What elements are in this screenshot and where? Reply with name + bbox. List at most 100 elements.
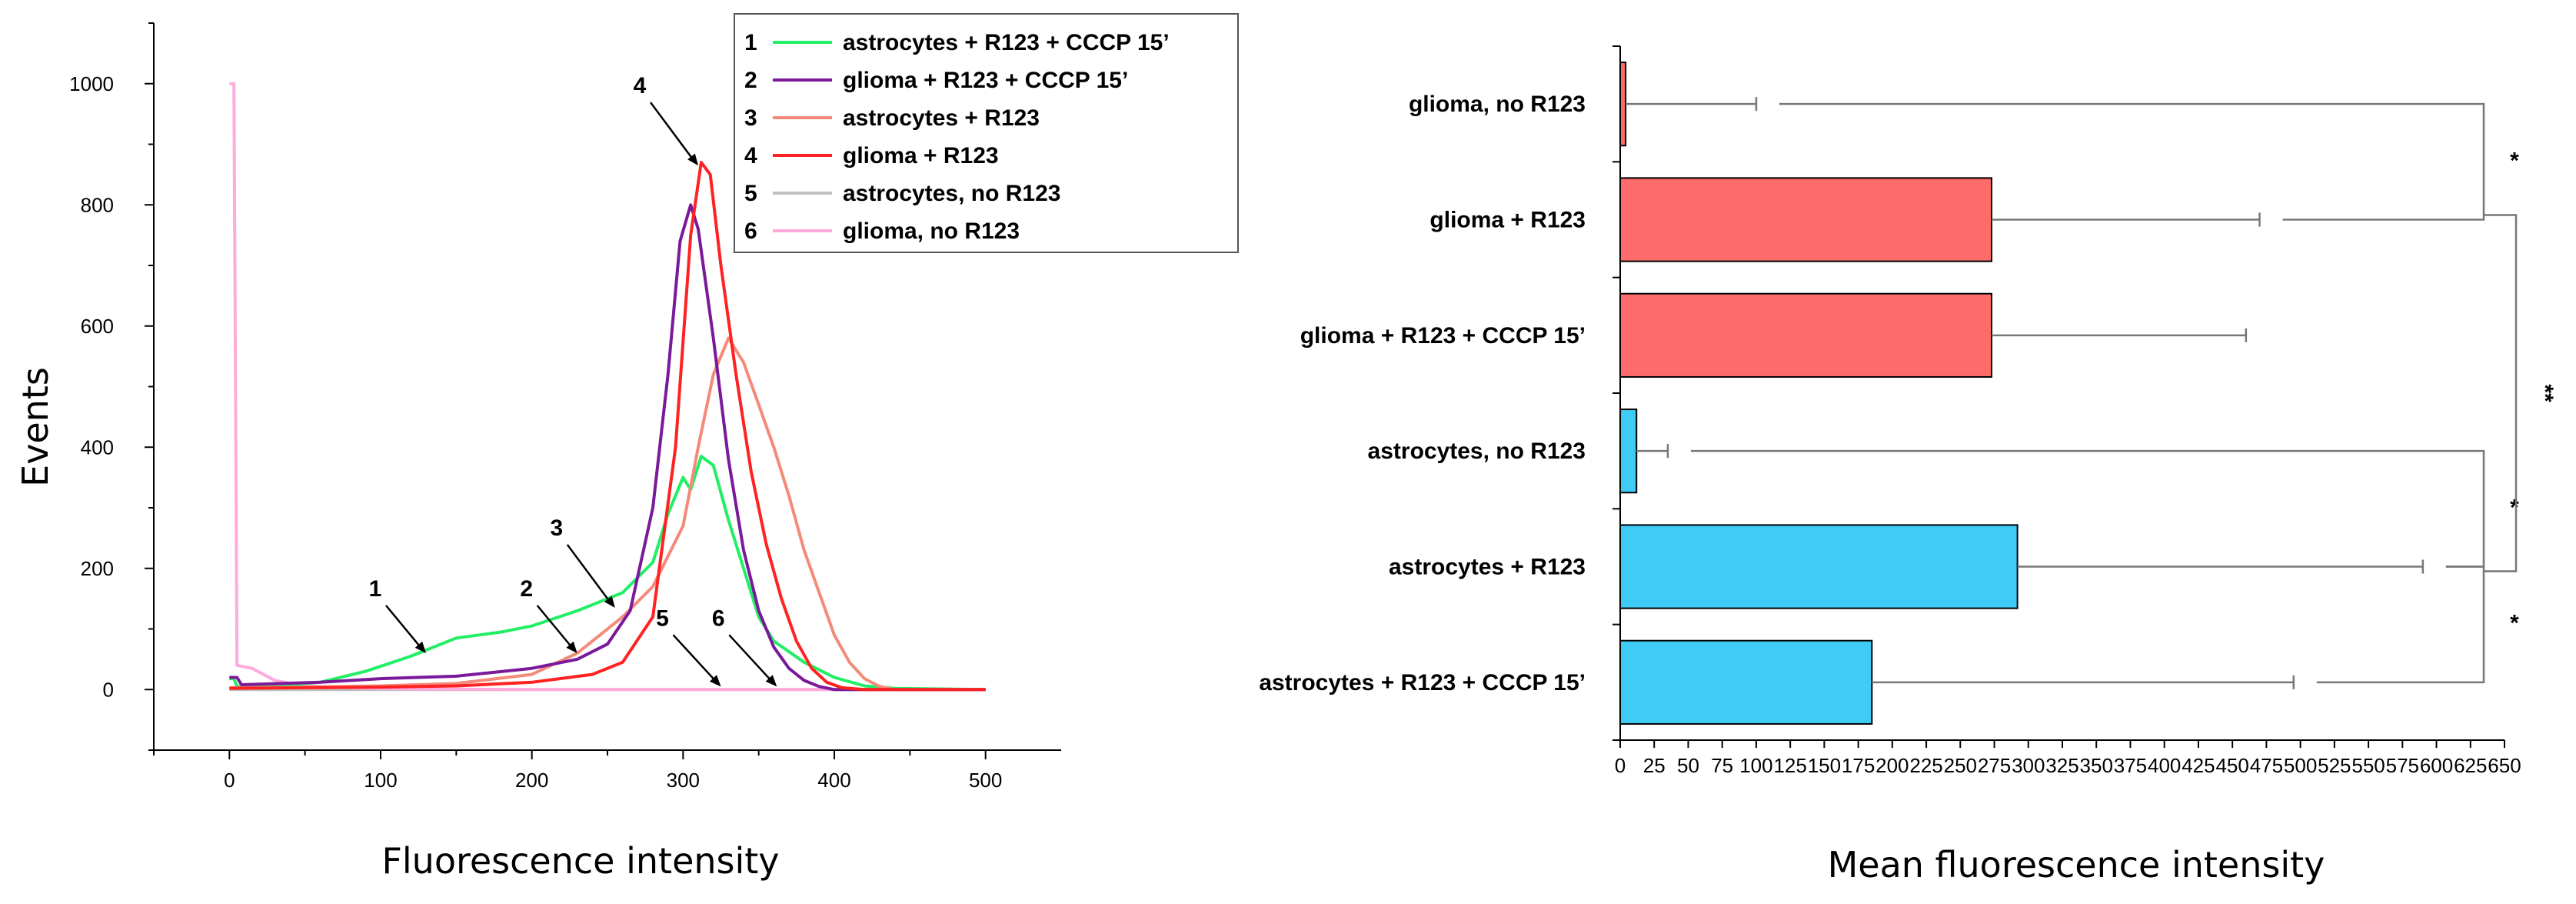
bar-chart-x-tick-label: 350 xyxy=(2080,754,2113,777)
bar-chart-x-tick-label: 175 xyxy=(1842,754,1875,777)
bar-chart-x-tick-label: 650 xyxy=(2488,754,2521,777)
curve-arrow-line xyxy=(649,102,697,163)
histogram-series xyxy=(229,82,986,692)
bar-chart-x-tick-label: 0 xyxy=(1615,754,1626,777)
bar-chart-x-tick-label: 250 xyxy=(1944,754,1977,777)
histogram-x-tick-label: 300 xyxy=(667,769,700,792)
bar-category-label: astrocytes + R123 xyxy=(1389,555,1586,580)
histogram-legend: 1 astrocytes + R123 + CCCP 15’ 2 glioma + R… xyxy=(734,13,1239,253)
bar-category-label: glioma + R123 xyxy=(1429,208,1586,233)
histogram-x-tick-label: 400 xyxy=(817,769,850,792)
bar-chart: 0 25 50 75 100 125 150 175 200 225 250 275 300 325 350… xyxy=(1259,45,2558,886)
curve-label-2: 2 xyxy=(520,576,533,602)
histogram-y-tick-label: 400 xyxy=(81,435,114,459)
histogram-annotations: 1 2 3 4 5 6 xyxy=(369,73,777,687)
histogram-series-line-1 xyxy=(229,455,986,692)
significance-bracket xyxy=(1779,102,2485,221)
curve-arrow-line xyxy=(536,605,575,651)
curve-arrow-head xyxy=(687,153,698,166)
significance-marker: * xyxy=(2510,611,2519,636)
curve-label-6: 6 xyxy=(712,605,725,631)
histogram-series-line-2 xyxy=(229,203,986,692)
bar-chart-x-tick-label: 550 xyxy=(2351,754,2385,777)
curve-arrow-line xyxy=(385,605,424,651)
bar-chart-x-tick-label: 400 xyxy=(2148,754,2181,777)
bar-chart-x-tick-label: 625 xyxy=(2454,754,2487,777)
legend-label-4: glioma + R123 xyxy=(843,143,999,168)
bar-chart-significance: ***** xyxy=(1690,102,2558,684)
curve-arrow-line xyxy=(672,634,719,685)
bar-chart-x-tick-label: 200 xyxy=(1875,754,1909,777)
curve-arrow-head xyxy=(604,595,615,608)
bar-chart-x-tick-label: 325 xyxy=(2045,754,2078,777)
bar-chart-x-tick-label: 150 xyxy=(1808,754,1841,777)
histogram-series-line-4 xyxy=(229,161,986,692)
histogram-y-tick-label: 600 xyxy=(81,315,114,338)
curve-arrow-head xyxy=(414,641,426,653)
legend-label-5: astrocytes, no R123 xyxy=(843,181,1060,206)
bar-chart-x-tick-label: 300 xyxy=(2012,754,2045,777)
legend-label-6: glioma, no R123 xyxy=(843,218,1020,244)
bar-chart-x-tick-label: 225 xyxy=(1909,754,1942,777)
bar-chart-x-tick-label: 475 xyxy=(2250,754,2283,777)
significance-marker: * xyxy=(2510,495,2519,520)
bar-chart-x-tick-label: 100 xyxy=(1739,754,1772,777)
curve-label-3: 3 xyxy=(550,515,563,541)
curve-label-5: 5 xyxy=(656,605,669,631)
histogram-y-tick-label: 1000 xyxy=(69,72,114,95)
histogram-x-tick-label: 0 xyxy=(224,769,235,792)
legend-number-2: 2 xyxy=(744,68,757,93)
bar-chart-x-tick-label: 25 xyxy=(1643,754,1666,777)
bar-chart-x-tick-label: 275 xyxy=(1978,754,2011,777)
legend-label-2: glioma + R123 + CCCP 15’ xyxy=(843,68,1128,93)
curve-arrow-line xyxy=(728,634,775,685)
bar xyxy=(1619,524,2019,609)
histogram-axes: 0 100 200 300 400 500 0 200 400 600 800 1000 xyxy=(69,22,1061,792)
curve-arrow-head xyxy=(709,675,721,687)
bar xyxy=(1619,409,1638,494)
histogram-x-tick-label: 200 xyxy=(515,769,548,792)
significance-marker: ** xyxy=(2532,384,2558,402)
curve-label-1: 1 xyxy=(369,576,382,602)
bar-chart-x-tick-label: 575 xyxy=(2386,754,2419,777)
bar xyxy=(1619,292,1992,378)
histogram-y-tick-label: 0 xyxy=(103,678,114,701)
histogram-x-axis-title: Fluorescence intensity xyxy=(381,840,779,882)
significance-bracket xyxy=(2316,565,2485,684)
bar-category-label: glioma, no R123 xyxy=(1409,92,1586,117)
bar xyxy=(1619,177,1992,262)
histogram-legend-box xyxy=(734,13,1239,253)
bar-chart-axes: 0 25 50 75 100 125 150 175 200 225 250 275 300 325 350… xyxy=(1612,45,2521,777)
legend-number-5: 5 xyxy=(744,181,757,206)
bar-chart-x-tick-label: 375 xyxy=(2114,754,2147,777)
curve-arrow-line xyxy=(566,544,613,605)
bar-chart-x-tick-label: 450 xyxy=(2215,754,2248,777)
bar-category-label: astrocytes + R123 + CCCP 15’ xyxy=(1259,670,1586,696)
bar-chart-x-tick-label: 425 xyxy=(2182,754,2215,777)
histogram-series-line-3 xyxy=(229,336,986,692)
histogram-y-tick-label: 200 xyxy=(81,557,114,580)
bar-category-label: astrocytes, no R123 xyxy=(1368,439,1586,464)
bar-chart-x-tick-label: 525 xyxy=(2318,754,2351,777)
bar-chart-x-tick-label: 600 xyxy=(2420,754,2453,777)
legend-number-4: 4 xyxy=(744,143,757,168)
histogram-y-axis-title: Events xyxy=(15,367,56,487)
bar xyxy=(1619,62,1627,147)
histogram-y-tick-label: 800 xyxy=(81,193,114,216)
significance-marker: * xyxy=(2510,148,2519,173)
curve-arrow-head xyxy=(765,675,777,687)
histogram-chart: 0 100 200 300 400 500 0 200 400 600 800 1000 1 2 3 4 5 6… xyxy=(15,13,1239,882)
bar-chart-x-tick-label: 75 xyxy=(1711,754,1733,777)
curve-arrow-head xyxy=(566,641,577,653)
bar-chart-x-tick-label: 125 xyxy=(1773,754,1806,777)
bar-chart-x-tick-label: 50 xyxy=(1677,754,1699,777)
legend-number-6: 6 xyxy=(744,218,757,244)
histogram-x-tick-label: 500 xyxy=(969,769,1002,792)
legend-label-3: astrocytes + R123 xyxy=(843,105,1040,131)
legend-label-1: astrocytes + R123 + CCCP 15’ xyxy=(843,30,1170,55)
bar-chart-x-axis-title: Mean fluorescence intensity xyxy=(1828,844,2325,886)
histogram-x-tick-label: 100 xyxy=(364,769,397,792)
bar-category-label: glioma + R123 + CCCP 15’ xyxy=(1300,323,1586,349)
bar-chart-x-tick-label: 500 xyxy=(2284,754,2317,777)
